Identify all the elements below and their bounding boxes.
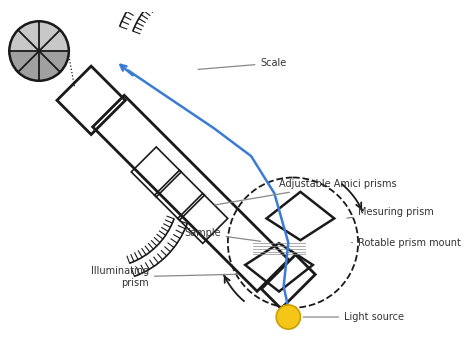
Wedge shape xyxy=(9,21,69,51)
Text: Mesuring prism: Mesuring prism xyxy=(347,207,434,218)
Text: Illuminating
prism: Illuminating prism xyxy=(91,266,237,288)
Text: Scale: Scale xyxy=(198,58,287,69)
Text: Light source: Light source xyxy=(303,312,404,322)
Wedge shape xyxy=(9,51,69,81)
Circle shape xyxy=(276,305,301,329)
Text: Rotable prism mount: Rotable prism mount xyxy=(352,238,461,248)
Text: Adjustable Amici prisms: Adjustable Amici prisms xyxy=(215,179,397,205)
Text: Sample: Sample xyxy=(184,228,260,241)
